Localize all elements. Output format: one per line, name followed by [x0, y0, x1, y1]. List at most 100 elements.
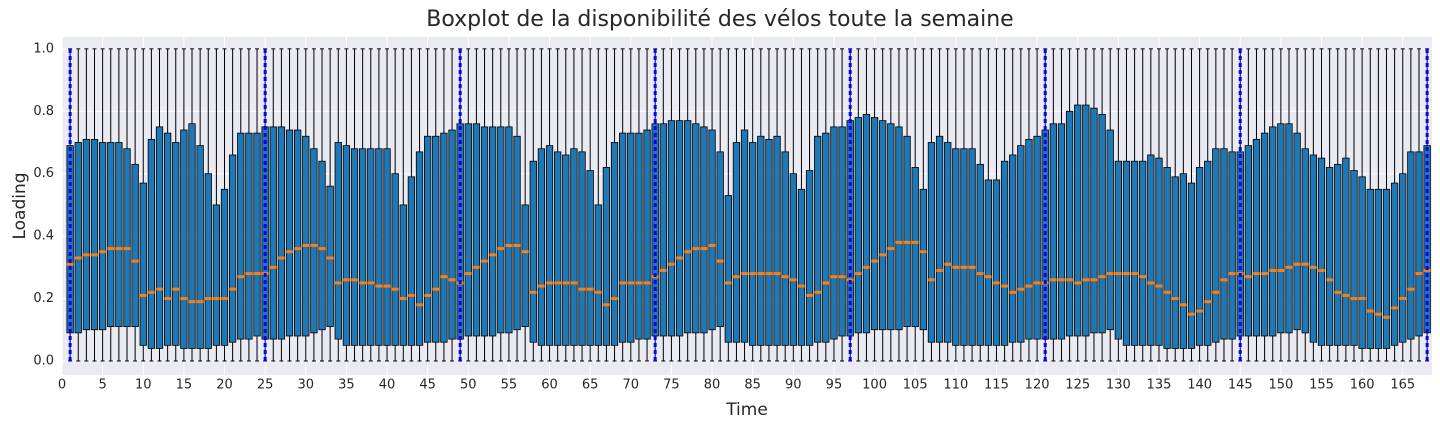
box: [472, 123, 481, 337]
box: [375, 148, 383, 346]
x-tick-label: 5: [98, 378, 106, 393]
box: [326, 185, 334, 328]
x-tick-label: 50: [460, 378, 477, 393]
box: [1269, 126, 1277, 337]
box: [781, 151, 789, 346]
box: [911, 167, 919, 328]
chart-title: Boxplot de la disponibilité des vélos to…: [426, 7, 1013, 32]
box: [1195, 167, 1204, 346]
box: [269, 126, 277, 340]
x-tick-label: 135: [1147, 378, 1172, 393]
box: [1260, 132, 1269, 337]
box: [1366, 188, 1374, 349]
box: [692, 123, 700, 334]
y-tick-label: 0.2: [33, 291, 54, 306]
box: [1244, 145, 1253, 337]
x-tick-label: 0: [58, 378, 66, 393]
box: [903, 135, 911, 328]
box: [123, 148, 131, 328]
box: [1098, 113, 1106, 334]
box: [684, 120, 692, 334]
x-tick-label: 65: [582, 378, 599, 393]
box: [667, 120, 676, 337]
x-tick-label: 95: [826, 378, 843, 393]
box: [220, 188, 229, 346]
box: [537, 148, 546, 346]
box: [1293, 132, 1301, 331]
box: [789, 173, 797, 346]
x-tick-label: 30: [297, 378, 314, 393]
box: [196, 145, 204, 349]
box: [1074, 104, 1082, 337]
box: [505, 126, 513, 334]
box: [594, 204, 602, 346]
box: [879, 120, 887, 331]
box: [619, 132, 627, 343]
x-tick-label: 125: [1065, 378, 1090, 393]
box: [334, 142, 342, 340]
box: [805, 170, 814, 346]
box: [757, 135, 765, 346]
box: [204, 173, 212, 349]
box: [1399, 173, 1407, 343]
box: [675, 120, 684, 337]
box: [245, 132, 253, 340]
box: [1065, 110, 1074, 337]
box: [919, 188, 927, 331]
box: [147, 138, 156, 349]
box: [570, 148, 578, 346]
box: [1358, 176, 1366, 349]
box: [1033, 135, 1041, 340]
box: [1301, 148, 1309, 334]
box: [82, 138, 91, 331]
x-tick-label: 100: [862, 378, 887, 393]
box: [1374, 188, 1383, 349]
box: [968, 148, 976, 346]
x-tick-label: 130: [1106, 378, 1131, 393]
box: [1285, 123, 1293, 334]
box: [163, 132, 172, 346]
x-tick-label: 15: [176, 378, 193, 393]
box: [529, 160, 537, 343]
box: [350, 148, 359, 346]
box: [797, 188, 806, 346]
box: [1114, 160, 1122, 340]
box: [749, 142, 757, 346]
y-tick-label: 0.0: [33, 353, 54, 368]
box: [854, 117, 862, 334]
box: [895, 126, 903, 331]
box: [1139, 160, 1147, 346]
box: [285, 129, 294, 337]
box: [984, 179, 992, 346]
box: [708, 129, 716, 331]
y-tick-label: 0.6: [33, 166, 54, 181]
x-tick-label: 105: [903, 378, 928, 393]
x-tick-label: 120: [1025, 378, 1050, 393]
box: [180, 129, 188, 349]
box: [1407, 151, 1415, 340]
box: [838, 126, 846, 337]
box: [643, 129, 651, 340]
box: [1017, 145, 1025, 343]
x-tick-label: 160: [1350, 378, 1375, 393]
box: [90, 138, 99, 331]
box: [960, 148, 968, 346]
box: [1171, 176, 1179, 349]
box: [1390, 182, 1399, 346]
x-tick-label: 40: [379, 378, 396, 393]
box: [464, 123, 472, 337]
box: [1179, 173, 1188, 349]
box: [740, 129, 749, 343]
box: [1147, 154, 1155, 346]
box: [107, 142, 115, 328]
box: [399, 204, 407, 346]
box: [172, 142, 180, 346]
box: [513, 135, 521, 331]
box: [1212, 148, 1220, 343]
box: [602, 167, 611, 346]
box: [1106, 129, 1114, 331]
box: [765, 138, 773, 346]
box: [935, 135, 944, 343]
box: [1220, 148, 1228, 340]
